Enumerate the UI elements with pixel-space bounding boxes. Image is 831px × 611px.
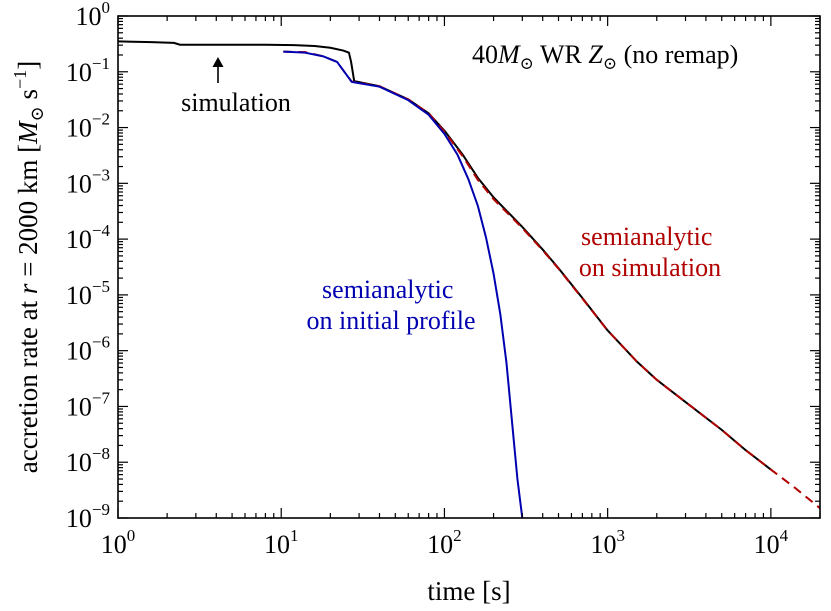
x-tick-label-4: 104 — [754, 526, 789, 559]
y-axis-label: accretion rate at r = 2000 km [M⊙ s−1] — [10, 61, 47, 473]
x-tick-label-2: 102 — [427, 526, 462, 559]
y-tick-label-8: 10−8 — [66, 444, 110, 477]
y-tick-label-9: 10−9 — [66, 500, 110, 533]
y-tick-label-0: 100 — [76, 0, 111, 31]
y-tick-label-3: 10−3 — [66, 165, 110, 198]
series-line-2 — [283, 50, 524, 519]
annotation-semianalytic-on-initial-profile: semianalytic on initial profile — [307, 275, 476, 335]
simulation-annotation: simulation — [181, 57, 291, 117]
series-line-1 — [283, 50, 821, 509]
y-tick-label-2: 10−2 — [66, 110, 110, 143]
tick-layer — [117, 15, 821, 519]
tick-label-layer: 100 101 102 103 104 100 10−1 10−2 10−3 10−4 10−5 10… — [66, 0, 789, 559]
y-tick-label-7: 10−7 — [66, 388, 111, 421]
x-tick-label-3: 103 — [590, 526, 625, 559]
model-label: 40M⊙ WR Z⊙ (no remap) — [472, 40, 738, 73]
y-tick-label-6: 10−6 — [66, 333, 110, 366]
x-tick-label-0: 100 — [101, 526, 136, 559]
y-tick-label-1: 10−1 — [66, 54, 110, 87]
x-tick-label-1: 101 — [264, 526, 299, 559]
y-tick-label-5: 10−5 — [66, 277, 110, 310]
annotation-semianalytic-on-simulation: semianalytic on simulation — [579, 222, 721, 282]
series-layer — [117, 40, 821, 519]
annotation-arrowhead — [212, 57, 224, 67]
annotation-simulation: simulation — [181, 88, 291, 117]
y-tick-label-4: 10−4 — [66, 221, 111, 254]
plot-frame — [117, 15, 821, 519]
x-axis-label: time [s] — [427, 576, 510, 606]
